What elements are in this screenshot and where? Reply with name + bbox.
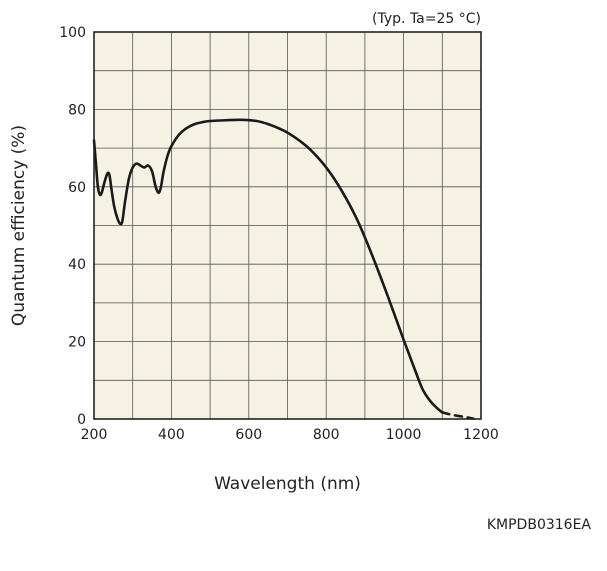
figure-code: KMPDB0316EA	[486, 517, 591, 533]
x-tick-label: 800	[313, 427, 340, 443]
y-tick-label: 20	[68, 335, 86, 351]
y-tick-label: 60	[68, 180, 86, 196]
y-tick-labels: 0 20 40 60 80 100	[59, 25, 86, 428]
y-tick-label: 80	[68, 102, 86, 118]
y-axis-title: Quantum efficiency (%)	[9, 125, 29, 326]
x-axis-title: Wavelength (nm)	[214, 474, 361, 494]
x-tick-labels: 200 400 600 800 1000 1200	[81, 427, 499, 443]
x-tick-label: 1000	[386, 427, 422, 443]
y-tick-label: 0	[77, 412, 86, 428]
x-tick-label: 400	[158, 427, 185, 443]
y-tick-label: 40	[68, 257, 86, 273]
x-tick-label: 600	[235, 427, 262, 443]
y-tick-label: 100	[59, 25, 86, 41]
qe-curve-dashed	[441, 411, 475, 420]
series-layer	[92, 118, 475, 420]
x-tick-label: 1200	[463, 427, 499, 443]
measurement-condition: (Typ. Ta=25 °C)	[372, 11, 481, 27]
grid-lines	[94, 32, 481, 419]
qe-curve-solid	[92, 118, 444, 414]
x-tick-label: 200	[81, 427, 108, 443]
plot-frame	[93, 31, 482, 420]
